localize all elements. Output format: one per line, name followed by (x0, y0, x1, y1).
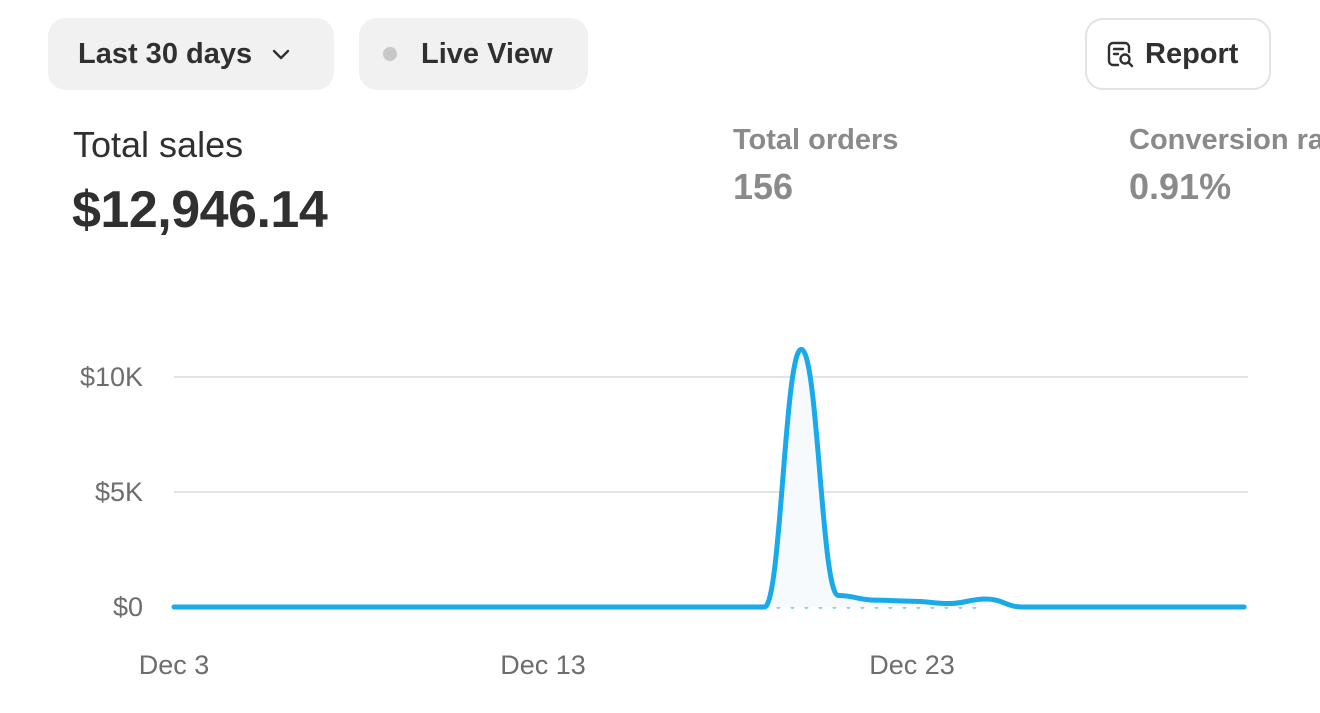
x-tick-label: Dec 13 (500, 650, 586, 680)
report-search-icon (1107, 41, 1134, 68)
sales-area-fill (174, 349, 1245, 607)
chevron-down-icon (272, 49, 290, 60)
sales-series-line (171, 346, 1247, 610)
x-tick-label: Dec 3 (139, 650, 210, 680)
y-tick-label: $10K (80, 362, 143, 392)
y-tick-label: $0 (113, 592, 143, 622)
live-view-label: Live View (421, 37, 553, 70)
report-label: Report (1145, 37, 1239, 70)
conversion-rate-value[interactable]: 0.91% (1129, 166, 1232, 207)
x-tick-label: Dec 23 (869, 650, 955, 680)
live-view-button[interactable]: Live View (359, 18, 588, 90)
total-orders-value[interactable]: 156 (733, 166, 794, 207)
total-sales-value: $12,946.14 (72, 181, 328, 239)
total-sales-label: Total sales (73, 124, 244, 165)
report-button[interactable]: Report (1085, 18, 1271, 90)
status-dot-icon (383, 47, 397, 61)
total-orders-label[interactable]: Total orders (733, 124, 899, 156)
date-range-label: Last 30 days (78, 37, 253, 70)
y-tick-label: $5K (95, 477, 143, 507)
date-range-picker[interactable]: Last 30 days (48, 18, 334, 90)
conversion-rate-label[interactable]: Conversion ra (1129, 124, 1320, 156)
